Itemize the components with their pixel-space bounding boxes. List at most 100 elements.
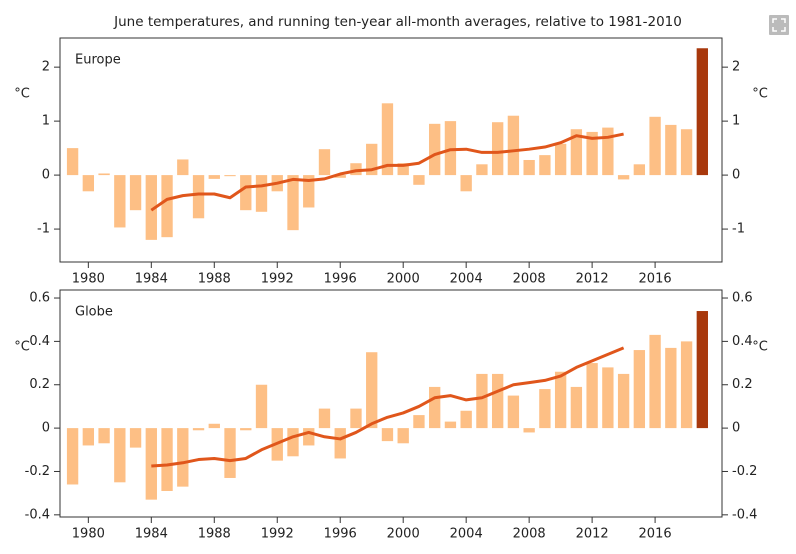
x-tick-label: 2016 bbox=[639, 527, 672, 542]
bar bbox=[429, 123, 441, 176]
y2-tick-label: 0.4 bbox=[732, 334, 753, 349]
bar bbox=[224, 428, 236, 478]
bar bbox=[82, 175, 95, 192]
y-tick-label: -0.2 bbox=[25, 464, 50, 479]
y-tick-label: -1 bbox=[37, 222, 50, 237]
y2-tick-label: -0.4 bbox=[732, 507, 757, 522]
bar bbox=[665, 347, 677, 429]
bar bbox=[381, 103, 394, 176]
bar bbox=[98, 428, 110, 444]
bar bbox=[208, 175, 220, 179]
bar bbox=[617, 175, 630, 180]
bar bbox=[602, 367, 614, 429]
bar bbox=[381, 428, 394, 442]
bar bbox=[255, 384, 268, 429]
y2-tick-label: 0 bbox=[732, 168, 740, 183]
bar bbox=[444, 421, 457, 429]
y2-tick-label: 0 bbox=[732, 421, 740, 436]
y-tick-label: 0.4 bbox=[29, 334, 50, 349]
bar bbox=[397, 163, 409, 176]
bar bbox=[570, 386, 583, 429]
bar bbox=[114, 428, 126, 483]
plot-frame bbox=[59, 289, 723, 518]
x-tick-label: 2008 bbox=[513, 527, 546, 542]
bar bbox=[366, 352, 378, 429]
bar bbox=[334, 175, 346, 178]
bar bbox=[491, 373, 504, 429]
x-tick-label: 1992 bbox=[261, 272, 294, 287]
bar bbox=[602, 127, 614, 176]
bar bbox=[66, 148, 79, 176]
y2-tick-label: -0.2 bbox=[732, 464, 757, 479]
bar bbox=[129, 175, 142, 211]
x-tick-label: 1980 bbox=[72, 272, 105, 287]
bar bbox=[224, 175, 236, 177]
bar bbox=[413, 415, 425, 429]
x-tick-label: 2000 bbox=[387, 527, 420, 542]
y2-tick-label: 0.6 bbox=[732, 291, 753, 306]
bar bbox=[145, 175, 157, 240]
bar bbox=[633, 164, 646, 176]
bar bbox=[255, 175, 268, 212]
panel-label: Globe bbox=[75, 305, 113, 320]
bar bbox=[444, 121, 457, 176]
bar bbox=[192, 175, 205, 219]
bar bbox=[145, 428, 157, 500]
y-tick-label: 1 bbox=[42, 114, 50, 129]
bar bbox=[318, 149, 331, 176]
y-axis-label: °C bbox=[14, 87, 30, 102]
bar bbox=[696, 311, 708, 429]
bar bbox=[460, 175, 472, 192]
bar bbox=[429, 386, 441, 429]
y-tick-label: 2 bbox=[42, 60, 50, 75]
bar bbox=[287, 428, 299, 457]
bar bbox=[208, 423, 220, 429]
bar bbox=[98, 173, 110, 176]
bar bbox=[570, 129, 583, 176]
bar bbox=[240, 175, 252, 211]
bar bbox=[350, 163, 362, 176]
y-tick-label: 0.6 bbox=[29, 291, 50, 306]
x-tick-label: 1984 bbox=[135, 272, 168, 287]
bar bbox=[476, 164, 488, 176]
bar bbox=[303, 175, 315, 208]
bar bbox=[523, 428, 535, 433]
bar bbox=[192, 428, 205, 431]
bar bbox=[586, 131, 598, 176]
bar bbox=[507, 115, 520, 176]
bar bbox=[696, 48, 708, 176]
bar bbox=[491, 122, 504, 176]
chart-title: June temperatures, and running ten-year … bbox=[113, 14, 682, 30]
bar bbox=[318, 408, 331, 429]
plot-frame bbox=[59, 37, 723, 263]
x-tick-label: 1988 bbox=[198, 527, 231, 542]
x-tick-label: 1996 bbox=[324, 272, 357, 287]
x-tick-label: 1996 bbox=[324, 527, 357, 542]
bar bbox=[366, 143, 378, 176]
bar bbox=[350, 408, 362, 429]
bar bbox=[649, 334, 661, 429]
bar bbox=[680, 129, 693, 176]
bar bbox=[649, 116, 661, 176]
bar bbox=[82, 428, 95, 446]
expand-icon[interactable] bbox=[769, 15, 789, 35]
x-tick-label: 2008 bbox=[513, 272, 546, 287]
x-tick-label: 2000 bbox=[387, 272, 420, 287]
bar bbox=[161, 428, 173, 491]
x-tick-label: 2012 bbox=[576, 272, 609, 287]
x-tick-label: 1980 bbox=[72, 527, 105, 542]
y2-tick-label: 0.2 bbox=[732, 377, 753, 392]
x-tick-label: 1984 bbox=[135, 527, 168, 542]
x-tick-label: 2012 bbox=[576, 527, 609, 542]
bar bbox=[114, 175, 126, 228]
y-tick-label: -0.4 bbox=[25, 507, 50, 522]
x-tick-label: 1992 bbox=[261, 527, 294, 542]
y2-tick-label: 2 bbox=[732, 60, 740, 75]
x-tick-label: 1988 bbox=[198, 272, 231, 287]
x-tick-label: 2004 bbox=[450, 272, 483, 287]
running-average-line bbox=[150, 132, 624, 212]
bar bbox=[539, 389, 551, 429]
y2-tick-label: -1 bbox=[732, 222, 745, 237]
bar bbox=[586, 363, 598, 429]
